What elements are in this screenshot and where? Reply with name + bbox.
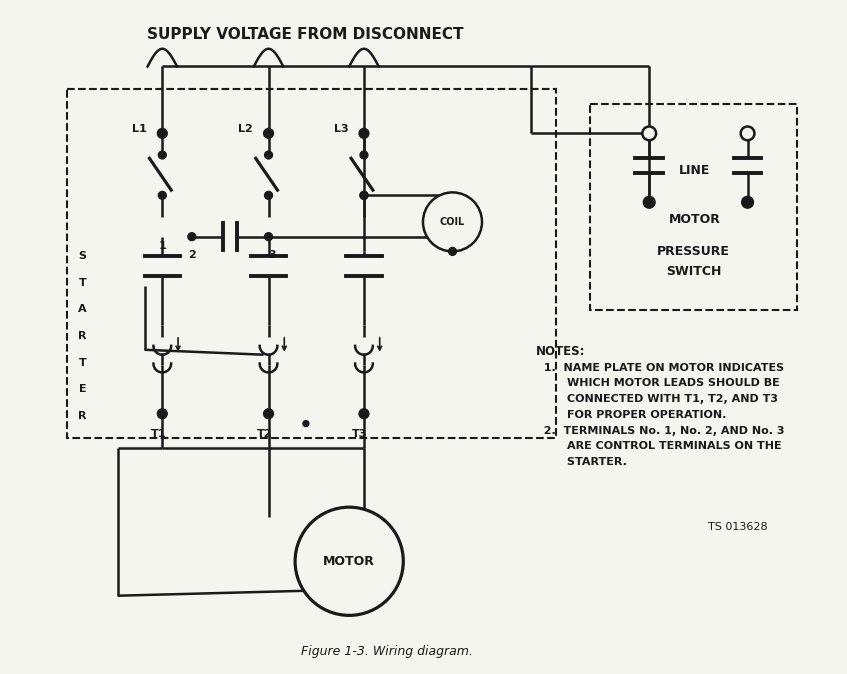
Text: COIL: COIL (440, 217, 465, 227)
Circle shape (158, 409, 167, 419)
Text: ARE CONTROL TERMINALS ON THE: ARE CONTROL TERMINALS ON THE (536, 441, 782, 452)
Text: FOR PROPER OPERATION.: FOR PROPER OPERATION. (536, 410, 727, 420)
Text: LINE: LINE (678, 164, 710, 177)
Circle shape (742, 196, 754, 208)
Text: R: R (79, 331, 87, 341)
Text: MOTOR: MOTOR (324, 555, 375, 568)
Circle shape (264, 151, 273, 159)
Text: MOTOR: MOTOR (668, 214, 721, 226)
Text: 1.  NAME PLATE ON MOTOR INDICATES: 1. NAME PLATE ON MOTOR INDICATES (536, 363, 784, 373)
Text: WHICH MOTOR LEADS SHOULD BE: WHICH MOTOR LEADS SHOULD BE (536, 378, 780, 388)
Circle shape (360, 191, 368, 200)
Circle shape (360, 191, 368, 200)
Circle shape (263, 129, 274, 138)
Circle shape (188, 233, 196, 241)
Text: Figure 1-3. Wiring diagram.: Figure 1-3. Wiring diagram. (301, 645, 473, 658)
Text: 1: 1 (158, 241, 166, 251)
Circle shape (644, 196, 655, 208)
Circle shape (158, 151, 166, 159)
Text: 3: 3 (268, 251, 276, 260)
Bar (67, 89, 556, 438)
Text: PRESSURE: PRESSURE (657, 245, 730, 258)
Circle shape (740, 127, 755, 140)
Circle shape (264, 191, 273, 200)
Text: CONNECTED WITH T1, T2, AND T3: CONNECTED WITH T1, T2, AND T3 (536, 394, 778, 404)
Text: S: S (79, 251, 86, 262)
Bar (590, 104, 797, 311)
Circle shape (423, 192, 482, 251)
Circle shape (264, 233, 273, 241)
Text: T: T (79, 278, 86, 288)
Text: TS 013628: TS 013628 (708, 522, 767, 532)
Text: T2: T2 (257, 429, 273, 439)
Circle shape (295, 507, 403, 615)
Text: SUPPLY VOLTAGE FROM DISCONNECT: SUPPLY VOLTAGE FROM DISCONNECT (147, 27, 463, 42)
Text: A: A (78, 305, 87, 315)
Circle shape (642, 127, 656, 140)
Text: E: E (79, 384, 86, 394)
Text: STARTER.: STARTER. (536, 457, 627, 467)
Text: T1: T1 (151, 429, 166, 439)
Text: NOTES:: NOTES: (536, 345, 585, 358)
Circle shape (359, 129, 369, 138)
Text: R: R (79, 410, 87, 421)
Text: SWITCH: SWITCH (666, 265, 721, 278)
Circle shape (158, 191, 166, 200)
Text: L3: L3 (334, 125, 348, 134)
Text: T3: T3 (352, 429, 368, 439)
Circle shape (263, 409, 274, 419)
Circle shape (359, 409, 369, 419)
Circle shape (360, 151, 368, 159)
Circle shape (449, 247, 457, 255)
Text: 2.  TERMINALS No. 1, No. 2, AND No. 3: 2. TERMINALS No. 1, No. 2, AND No. 3 (536, 425, 784, 435)
Text: L2: L2 (238, 125, 252, 134)
Text: 2: 2 (188, 251, 196, 260)
Text: T: T (79, 358, 86, 367)
Text: L1: L1 (132, 125, 147, 134)
Circle shape (303, 421, 309, 427)
Circle shape (158, 129, 167, 138)
